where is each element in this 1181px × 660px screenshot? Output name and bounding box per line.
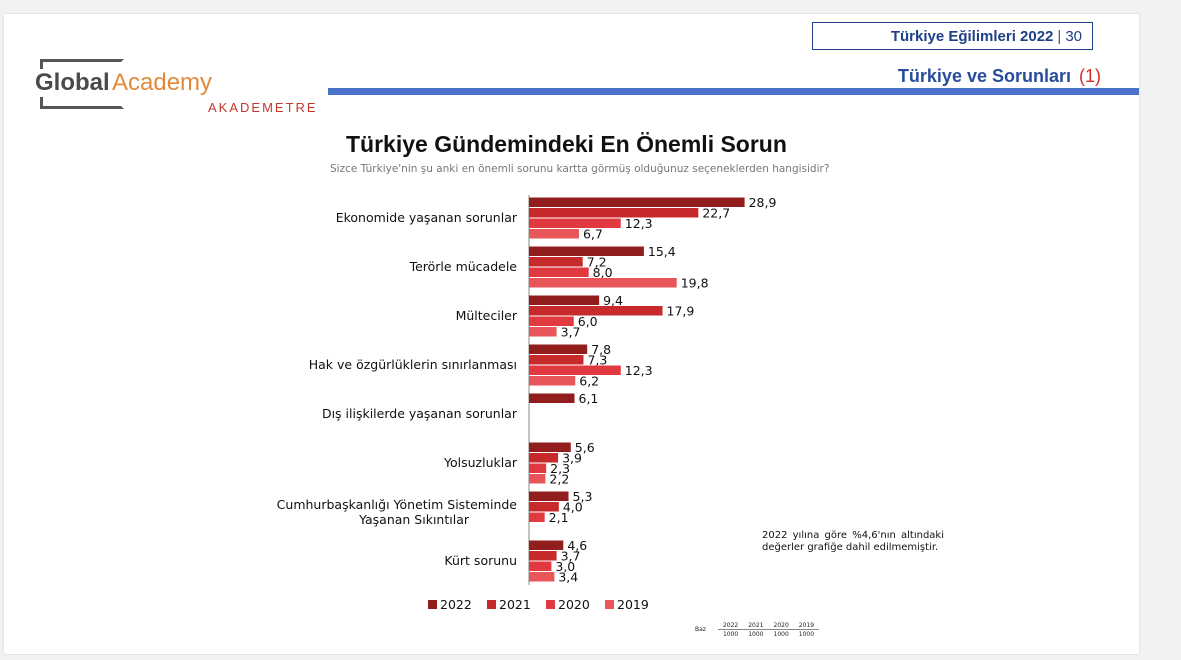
data-label: 2,2 (549, 472, 569, 487)
legend-swatch-2021 (487, 600, 496, 609)
legend-label: 2020 (558, 597, 590, 612)
data-label: 6,7 (583, 227, 603, 242)
base-value: 1000 (743, 629, 769, 638)
data-label: 7,3 (587, 353, 607, 368)
data-label: 12,3 (625, 216, 653, 231)
bar-2020 (529, 463, 547, 473)
base-value: 1000 (717, 629, 744, 638)
section-number: (1) (1079, 66, 1101, 86)
bar-2021 (529, 208, 699, 218)
bar-2021 (529, 355, 584, 365)
section-title-text: Türkiye ve Sorunları (897, 66, 1071, 86)
data-label: 22,7 (702, 206, 730, 221)
data-label: 3,9 (562, 451, 582, 466)
bar-2019 (529, 376, 576, 386)
base-table: Baz 2022 2021 2020 2019 1000 1000 1000 1… (690, 621, 820, 638)
chart-title: Türkiye Gündemindeki En Önemli Sorun (346, 131, 787, 157)
data-label: 9,4 (603, 293, 623, 308)
bar-2021 (529, 502, 559, 512)
base-value: 1000 (793, 629, 820, 638)
data-label: 3,7 (561, 325, 581, 340)
data-label: 2,1 (549, 510, 569, 525)
bar-2019 (529, 229, 579, 239)
legend-swatch-2020 (546, 600, 555, 609)
base-year: 2020 (773, 621, 789, 629)
bar-2019 (529, 572, 555, 582)
bar-2019 (529, 474, 546, 484)
logo-global-text: Global (33, 69, 112, 97)
base-label: Baz (695, 626, 706, 633)
bar-2022 (529, 393, 575, 403)
bar-2019 (529, 278, 677, 288)
global-academy-logo: Global Academy AKADEMETRE (30, 55, 330, 125)
title-separator: | (1057, 27, 1062, 45)
base-year: 2021 (748, 621, 764, 629)
data-label: 28,9 (749, 195, 777, 210)
legend-label: 2019 (617, 597, 649, 612)
bar-2021 (529, 551, 557, 561)
data-label: 4,6 (567, 538, 587, 553)
legend-label: 2021 (499, 597, 531, 612)
logo-akademetre-text: AKADEMETRE (208, 100, 318, 115)
bar-2021 (529, 306, 663, 316)
bar-2022 (529, 295, 600, 305)
data-label: 3,0 (555, 559, 575, 574)
bar-2021 (529, 257, 583, 267)
bar-2022 (529, 540, 564, 550)
category-label: Dış ilişkilerde yaşanan sorunlar (322, 406, 518, 421)
data-label: 17,9 (667, 304, 695, 319)
base-year: 2022 (722, 621, 739, 629)
data-label: 6,0 (578, 314, 598, 329)
legend-swatch-2022 (428, 600, 437, 609)
report-page (4, 14, 1139, 654)
category-label: Hak ve özgürlüklerin sınırlanması (309, 357, 517, 372)
data-label: 3,4 (558, 570, 578, 585)
data-label: 5,3 (573, 489, 593, 504)
data-label: 5,6 (575, 440, 595, 455)
bar-2022 (529, 246, 644, 256)
category-label: Ekonomide yaşanan sorunlar (336, 210, 518, 225)
category-label: Cumhurbaşkanlığı Yönetim Sisteminde Yaşan… (277, 497, 518, 527)
header-divider-bar (328, 88, 1139, 95)
chart-subtitle: Sizce Türkiye'nin şu anki en önemli soru… (330, 163, 830, 175)
footnote: 2022 yılına göre %4,6'nın altındaki değe… (762, 530, 944, 553)
bar-2019 (529, 327, 557, 337)
base-value: 1000 (768, 629, 794, 638)
bar-2020 (529, 561, 552, 571)
bar-2022 (529, 344, 588, 354)
data-label: 19,8 (681, 276, 709, 291)
data-label: 6,1 (579, 391, 599, 406)
bar-2021 (529, 453, 559, 463)
data-label: 15,4 (648, 244, 676, 259)
bar-2022 (529, 197, 745, 207)
report-title-box: Türkiye Eğilimleri 2022 | 30 (812, 22, 1093, 50)
report-title: Türkiye Eğilimleri 2022 (890, 27, 1054, 45)
data-label: 4,0 (563, 500, 583, 515)
bar-2020 (529, 365, 621, 375)
bar-2020 (529, 316, 574, 326)
bar-2022 (529, 491, 569, 501)
data-label: 7,8 (591, 342, 611, 357)
category-label: Mülteciler (456, 308, 518, 323)
data-label: 8,0 (593, 265, 613, 280)
bar-2020 (529, 512, 545, 522)
base-year: 2019 (798, 621, 815, 629)
data-label: 3,7 (561, 549, 581, 564)
legend-label: 2022 (440, 597, 472, 612)
logo-academy-text: Academy (112, 69, 213, 96)
legend-swatch-2019 (605, 600, 614, 609)
bar-2020 (529, 267, 589, 277)
data-label: 7,2 (587, 255, 607, 270)
section-title: Türkiye ve Sorunları (1) (898, 66, 1101, 87)
data-label: 2,3 (550, 461, 570, 476)
data-label: 12,3 (625, 363, 653, 378)
bar-2022 (529, 442, 571, 452)
page-number: 30 (1065, 27, 1082, 45)
category-label: Terörle mücadele (409, 259, 518, 274)
data-label: 6,2 (579, 374, 599, 389)
category-label: Yolsuzluklar (443, 455, 518, 470)
category-label: Kürt sorunu (444, 553, 517, 568)
bar-2020 (529, 218, 621, 228)
